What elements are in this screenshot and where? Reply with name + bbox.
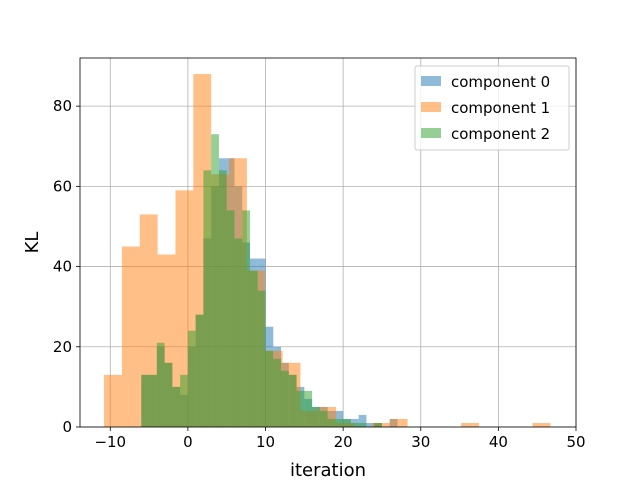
legend-label: component 0	[451, 73, 550, 91]
histogram-bar-series-2	[195, 314, 204, 427]
histogram-bar-series-2	[226, 210, 235, 427]
histogram-bar-series-2	[350, 422, 359, 427]
legend-swatch	[421, 76, 441, 86]
histogram-bar-series-2	[327, 418, 336, 427]
legend-box	[414, 65, 570, 151]
y-tick-label: 40	[53, 258, 72, 276]
x-tick-label: 40	[489, 433, 508, 451]
histogram-bar-series-2	[141, 374, 150, 427]
histogram-bar-series-2	[343, 418, 351, 427]
y-tick-label: 60	[53, 177, 72, 195]
histogram-bar-series-2	[273, 358, 282, 427]
histogram-bar-series-0	[366, 422, 375, 427]
histogram-bar-series-2	[180, 374, 188, 427]
histogram-bar-series-2	[288, 374, 297, 427]
histogram-bar-series-2	[218, 170, 227, 427]
histogram-bar-series-2	[304, 390, 313, 427]
y-tick-label: 20	[53, 338, 72, 356]
histogram-bar-series-1	[461, 422, 479, 427]
histogram-bar-series-2	[319, 410, 328, 427]
y-tick-label: 0	[62, 418, 72, 436]
histogram-bar-series-2	[265, 350, 274, 427]
histogram-bar-series-2	[358, 422, 367, 427]
histogram-bar-series-1	[532, 422, 551, 427]
histogram-bar-series-2	[172, 386, 181, 427]
histogram-bar-series-2	[234, 238, 243, 427]
x-tick-label: 0	[183, 433, 193, 451]
histogram-bar-series-2	[211, 134, 219, 427]
bars	[104, 74, 551, 428]
x-axis: −10 0 10 20 30 40 50	[94, 427, 586, 451]
x-tick-label: 30	[411, 433, 430, 451]
histogram-bar-series-1	[104, 374, 122, 427]
histogram-bar-series-2	[312, 406, 320, 427]
histogram-bar-series-2	[149, 374, 157, 427]
legend: component 0 component 1 component 2	[414, 65, 570, 151]
histogram-bar-series-2	[156, 342, 165, 427]
x-tick-label: −10	[94, 433, 126, 451]
x-axis-label: iteration	[290, 460, 366, 480]
y-axis: 0 20 40 60 80	[53, 97, 80, 436]
legend-swatch	[421, 102, 441, 112]
x-tick-label: 50	[566, 433, 585, 451]
legend-swatch	[421, 128, 441, 138]
legend-label: component 2	[451, 125, 550, 143]
histogram-bar-series-2	[374, 422, 382, 427]
histogram-bar-series-2	[296, 390, 305, 427]
histogram-bar-series-1	[121, 246, 140, 427]
histogram-bar-series-2	[335, 418, 344, 427]
x-tick-label: 20	[334, 433, 353, 451]
histogram-bar-series-2	[242, 210, 250, 427]
histogram-bar-series-1	[139, 214, 158, 427]
histogram-bar-series-2	[249, 270, 258, 427]
histogram-bar-series-0	[358, 414, 367, 427]
y-axis-label: KL	[22, 232, 43, 254]
x-tick-label: 10	[256, 433, 275, 451]
histogram-bar-series-2	[164, 362, 173, 427]
legend-label: component 1	[451, 99, 550, 117]
plot-frame	[79, 57, 577, 428]
histogram-bar-series-2	[281, 370, 289, 427]
histogram-bar-series-1	[389, 418, 408, 427]
histogram-bar-series-2	[257, 290, 266, 427]
y-tick-label: 80	[53, 97, 72, 115]
histogram-bar-series-2	[187, 330, 196, 427]
histogram-bar-series-2	[203, 170, 212, 427]
